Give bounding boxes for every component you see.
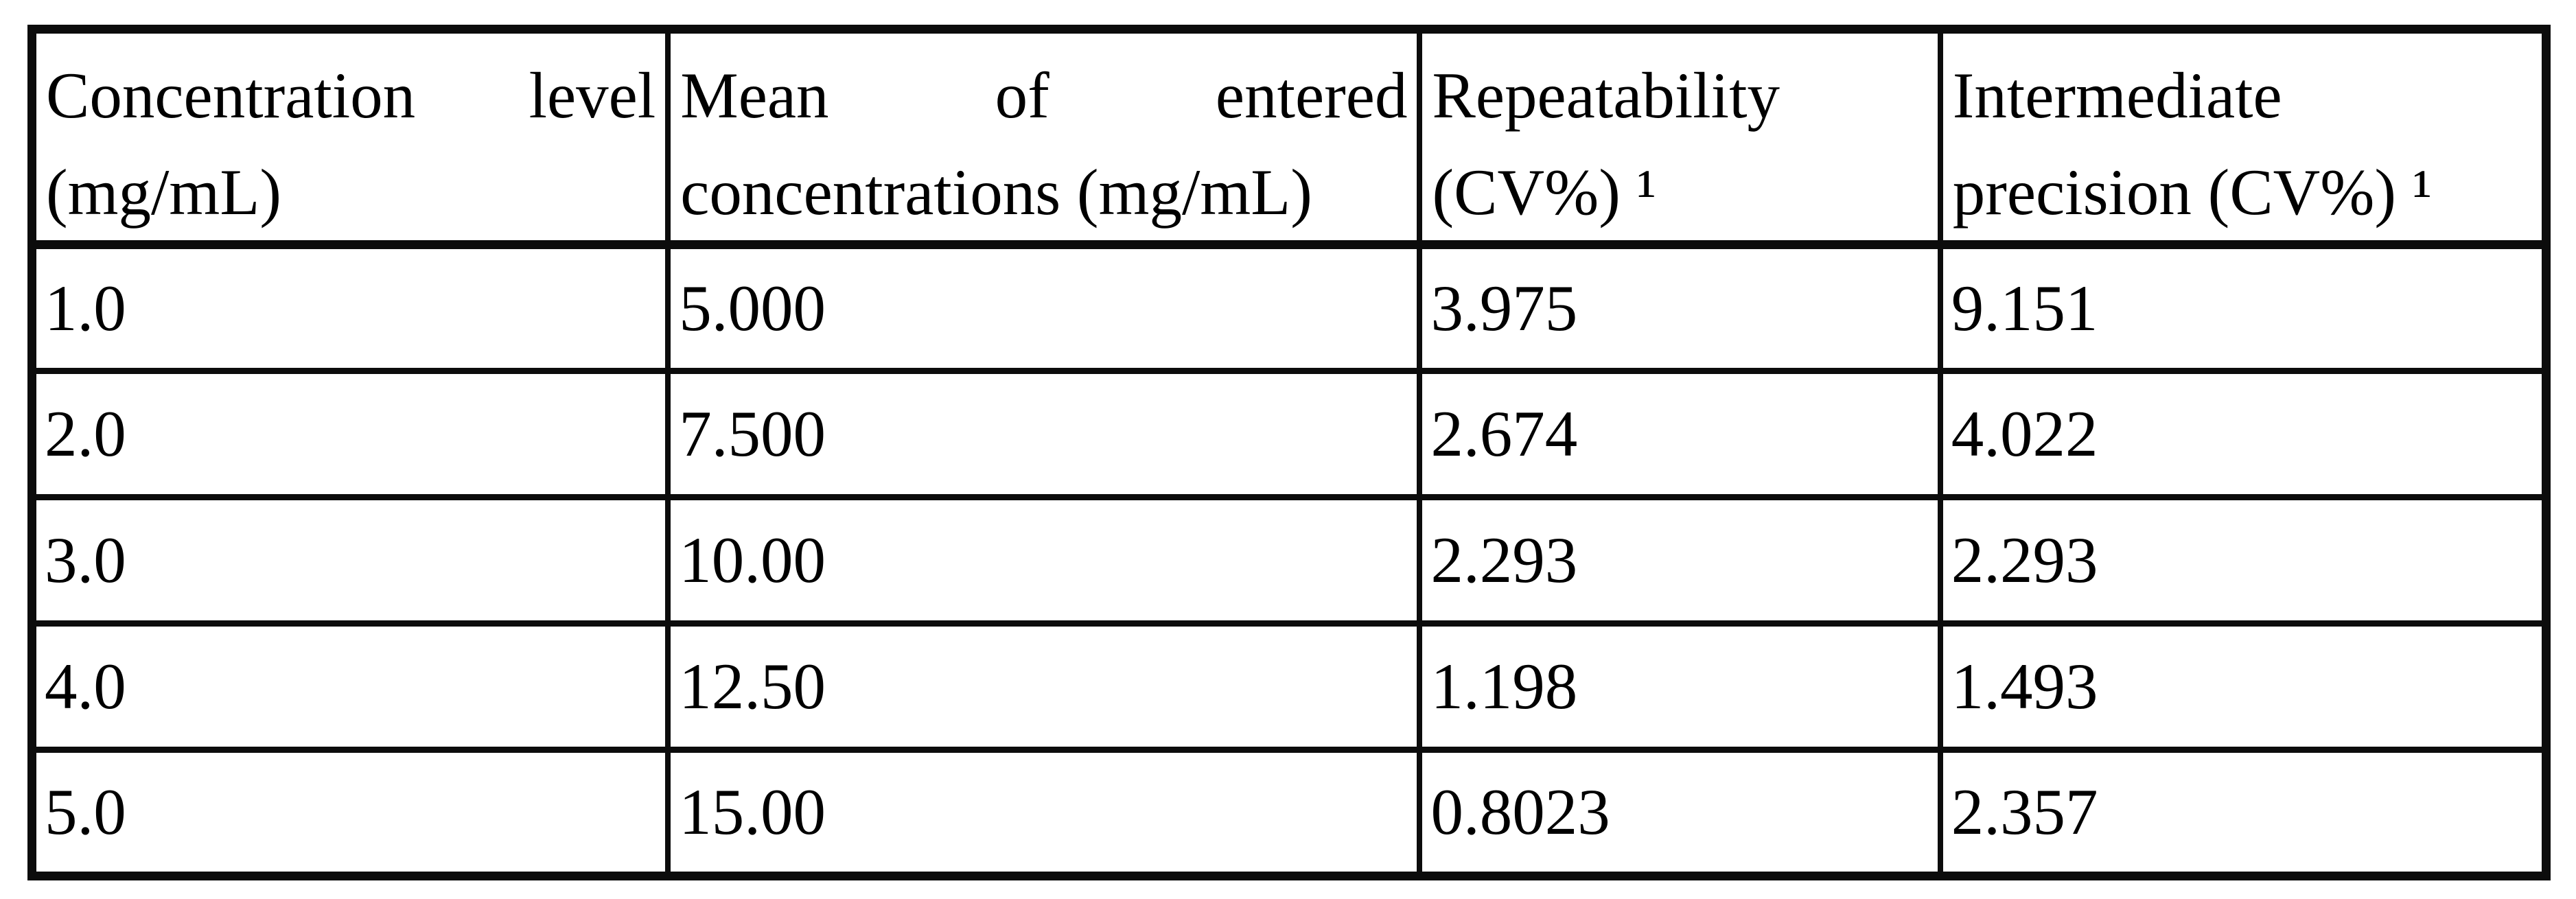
column-header-concentration-level: Concentration level (mg/mL) <box>32 29 669 250</box>
cell-repeatability-cv: 0.8023 <box>1417 747 1940 876</box>
cell-intermediate-precision-cv: 2.357 <box>1937 747 2546 876</box>
precision-results-table: Concentration level (mg/mL) Mean of ente… <box>27 25 2551 881</box>
cell-repeatability-cv: 3.975 <box>1417 242 1940 371</box>
cell-mean-entered: 5.000 <box>665 242 1420 371</box>
cell-mean-entered: 10.00 <box>665 494 1420 624</box>
cell-repeatability-cv: 2.674 <box>1417 368 1940 498</box>
column-header-mean-entered-concentrations: Mean of entered concentrations (mg/mL) <box>665 29 1420 250</box>
cell-repeatability-cv: 2.293 <box>1417 494 1940 624</box>
cell-concentration-level: 5.0 <box>32 747 669 876</box>
column-header-intermediate-precision-cv: Intermediate precision (CV%) ¹ <box>1937 29 2546 250</box>
cell-mean-entered: 7.500 <box>665 368 1420 498</box>
table-row: 1.0 5.000 3.975 9.151 <box>32 242 2546 371</box>
cell-concentration-level: 3.0 <box>32 494 669 624</box>
cell-concentration-level: 4.0 <box>32 620 669 750</box>
table-row: 3.0 10.00 2.293 2.293 <box>32 494 2546 624</box>
table-row: 4.0 12.50 1.198 1.493 <box>32 620 2546 750</box>
table-row: 5.0 15.00 0.8023 2.357 <box>32 747 2546 876</box>
cell-concentration-level: 2.0 <box>32 368 669 498</box>
cell-intermediate-precision-cv: 9.151 <box>1937 242 2546 371</box>
cell-intermediate-precision-cv: 2.293 <box>1937 494 2546 624</box>
table-row: 2.0 7.500 2.674 4.022 <box>32 368 2546 498</box>
cell-intermediate-precision-cv: 1.493 <box>1937 620 2546 750</box>
cell-repeatability-cv: 1.198 <box>1417 620 1940 750</box>
cell-concentration-level: 1.0 <box>32 242 669 371</box>
cell-mean-entered: 12.50 <box>665 620 1420 750</box>
cell-mean-entered: 15.00 <box>665 747 1420 876</box>
column-header-repeatability-cv: Repeatability (CV%) ¹ <box>1417 29 1940 250</box>
cell-intermediate-precision-cv: 4.022 <box>1937 368 2546 498</box>
header-row: Concentration level (mg/mL) Mean of ente… <box>32 29 2546 250</box>
